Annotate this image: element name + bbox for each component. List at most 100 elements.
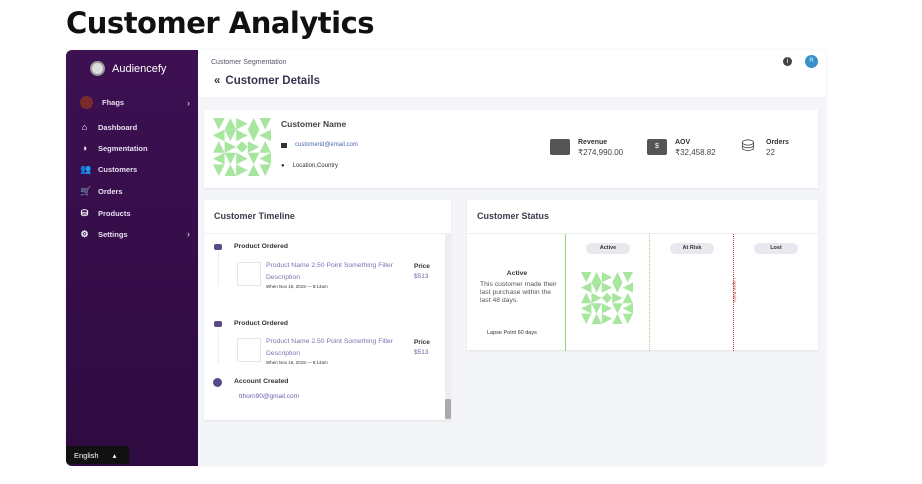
sidebar-item-dashboard[interactable]: ⌂ Dashboard (80, 123, 190, 133)
status-column-at-risk: At Risk (649, 234, 733, 351)
avatar[interactable]: R (805, 55, 818, 68)
identicon-shape (581, 303, 592, 314)
account-email[interactable]: tthorn90@gmail.com (239, 393, 300, 400)
language-select[interactable]: English ▴ (66, 446, 129, 464)
customer-name: Customer Name (281, 119, 347, 129)
scrollbar-thumb[interactable] (445, 399, 451, 419)
info-icon[interactable]: i (783, 57, 792, 66)
heading-text: Customer Details (225, 75, 320, 87)
sidebar-item-customers[interactable]: 👥 Customers (80, 164, 190, 175)
users-icon: 👥 (80, 164, 92, 174)
page-title: Customer Analytics (66, 6, 375, 40)
basket-icon: ⛁ (741, 138, 755, 155)
lapse-point-text: Lapse Point 60 days (487, 330, 537, 336)
status-summary: Active This customer made their last pur… (477, 270, 557, 305)
user-switcher[interactable]: Fhags › (80, 96, 190, 109)
metric-value: ₹32,458.82 (675, 148, 716, 157)
customer-email[interactable]: customerid@email.com (295, 142, 358, 148)
metric-value: ₹274,990.00 (578, 148, 624, 157)
customer-location: Location,Country (292, 163, 338, 169)
event-type: Product Ordered (234, 320, 289, 327)
identicon-shape (236, 118, 248, 130)
back-icon[interactable]: « (214, 75, 221, 87)
language-label: English (74, 450, 99, 460)
metric-label: Orders (766, 139, 789, 146)
card-title: Customer Status (477, 211, 550, 221)
metric-label: Revenue (578, 139, 608, 146)
header: Customer Segmentation «Customer Details … (198, 50, 826, 97)
identicon-shape (224, 164, 237, 176)
identicon-shape (581, 272, 592, 283)
identicon-shape (612, 272, 623, 283)
timeline-list: Product Ordered Product Name 2.50 Point … (204, 233, 451, 421)
breadcrumb[interactable]: Customer Segmentation (211, 59, 287, 66)
identicon-shape (259, 164, 271, 176)
sidebar-item-orders[interactable]: 🛒 Orders (80, 186, 190, 197)
sidebar-item-products[interactable]: ⛁ Products (80, 208, 190, 219)
product-thumbnail (237, 338, 261, 362)
identicon-shape (622, 303, 633, 314)
event-time: When Nov 16, 2019 — 8:14am (266, 284, 328, 289)
identicon-shape (259, 141, 271, 153)
product-thumbnail (237, 262, 261, 286)
identicon-shape (259, 118, 271, 130)
identicon-shape (247, 164, 260, 176)
identicon-shape (601, 313, 613, 324)
lapse-point-marker: Lapse Point (732, 278, 737, 302)
event-type: Account Created (234, 378, 289, 385)
identicon-shape (213, 118, 225, 130)
status-pill: Active (586, 243, 630, 254)
identicon-shape (612, 303, 623, 314)
price-value: $513 (414, 273, 429, 280)
nav-label: Dashboard (98, 123, 138, 132)
status-chart: Active This customer made their last pur… (467, 233, 818, 351)
pie-chart-icon: ◑ (81, 143, 88, 153)
product-name[interactable]: Product Name 2.50 Point Something Filler… (266, 338, 393, 357)
email-row: customerid@email.com (281, 142, 358, 148)
identicon-shape (601, 292, 613, 304)
identicon-shape (591, 292, 602, 304)
user-name: Fhags (102, 98, 125, 107)
page-heading: « Customer Details (214, 75, 320, 87)
identicon-shape (612, 313, 623, 324)
identicon-shape (591, 282, 602, 293)
identicon-shape (213, 152, 225, 165)
nav-label: Customers (98, 165, 138, 174)
price-value: $513 (414, 349, 429, 356)
price-label: Price (414, 263, 430, 270)
brand-name: Audiencefy (112, 62, 167, 75)
identicon-shape (247, 152, 260, 165)
gear-icon: ⚙ (80, 228, 89, 239)
sidebar-item-settings[interactable]: ⚙ Settings › (80, 229, 190, 239)
event-time: When Nov 16, 2019 — 8:14am (266, 360, 328, 365)
brand: Audiencefy (90, 61, 166, 76)
identicon-shape (224, 118, 237, 130)
basket-icon: ⛁ (80, 208, 89, 218)
product-name[interactable]: Product Name 2.50 Point Something Filler… (266, 262, 393, 281)
metric-label: AOV (675, 139, 691, 146)
identicon-shape (236, 129, 248, 142)
metric-aov: $ AOV ₹32,458.82 (647, 139, 716, 157)
scrollbar[interactable] (445, 234, 451, 421)
identicon-shape (247, 141, 260, 153)
identicon-shape (612, 292, 623, 304)
identicon-shape (213, 141, 225, 153)
identicon-shape (236, 152, 248, 165)
identicon-shape (224, 152, 237, 165)
cart-icon: 🛒 (80, 186, 92, 196)
identicon-shape (213, 164, 225, 176)
identicon-shape (591, 313, 602, 324)
customer-status-card: Customer Status Active This customer mad… (467, 200, 818, 351)
money-icon: $ (647, 139, 667, 155)
identicon-shape (236, 141, 248, 153)
metric-revenue: Revenue ₹274,990.00 (550, 139, 623, 157)
current-status: Active (506, 270, 528, 277)
identicon-shape (581, 313, 592, 324)
sidebar-item-segmentation[interactable]: ◑ Segmentation (80, 143, 190, 154)
status-pill: At Risk (670, 243, 714, 254)
nav-label: Settings (98, 229, 128, 239)
nav-label: Orders (98, 187, 123, 196)
identicon-shape (601, 303, 613, 314)
nav-label: Products (98, 209, 131, 218)
identicon-shape (224, 141, 237, 153)
